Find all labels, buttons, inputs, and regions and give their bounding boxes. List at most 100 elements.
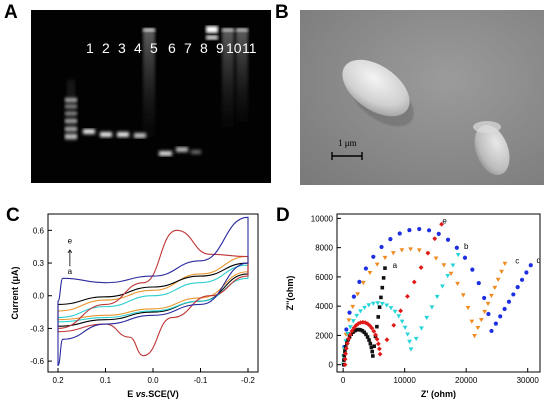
data-point-a	[383, 266, 387, 270]
data-point-e	[493, 321, 498, 326]
data-point-a	[379, 295, 383, 300]
data-point-e	[528, 263, 533, 268]
data-point-a	[347, 334, 352, 339]
data-point-c	[429, 305, 435, 310]
data-point-e	[454, 245, 459, 250]
x-tick-label: 30000	[517, 376, 540, 385]
data-point-c	[396, 314, 402, 319]
y-axis-title: Current (μA)	[10, 266, 20, 319]
lane-label: 2	[102, 40, 110, 56]
data-point-d	[499, 269, 504, 274]
x-tick-label: 0	[341, 376, 346, 385]
scale-bar	[331, 152, 363, 160]
y-axis-title: Z''(ohm)	[285, 276, 295, 311]
data-point-b	[358, 320, 364, 325]
data-point-c	[384, 303, 390, 308]
data-point-d	[433, 256, 439, 261]
bacterium-cell	[342, 59, 410, 117]
data-point-e	[445, 237, 451, 242]
y-tick-label: 10000	[311, 214, 334, 223]
data-point-e	[351, 294, 356, 299]
data-point-c	[370, 301, 376, 306]
data-point-c	[440, 284, 445, 289]
data-point-d	[408, 247, 413, 252]
data-point-a	[367, 338, 371, 342]
data-point-c	[345, 331, 351, 337]
data-point-a	[364, 332, 368, 337]
y-tick-label: -0.3	[30, 324, 44, 333]
data-point-d	[350, 304, 356, 310]
data-point-a	[372, 344, 376, 348]
data-point-c	[419, 326, 424, 331]
data-point-d	[346, 318, 352, 323]
data-point-d	[399, 248, 405, 253]
data-point-b	[384, 337, 390, 343]
data-point-c	[366, 303, 372, 308]
panel-letter-c: C	[6, 205, 20, 226]
scale-label: 1 μm	[338, 138, 357, 148]
lane-label: 6	[168, 40, 176, 56]
data-point-e	[502, 306, 507, 312]
data-point-e	[417, 226, 422, 232]
data-point-d	[495, 277, 501, 282]
data-point-d	[455, 281, 460, 287]
plot-frame	[336, 213, 541, 373]
data-point-b	[349, 328, 355, 334]
data-point-a	[365, 335, 370, 339]
y-tick-label: 8000	[315, 244, 333, 253]
data-point-b	[425, 250, 431, 256]
data-point-b	[376, 346, 382, 352]
data-point-e	[426, 228, 432, 233]
data-point-b	[411, 279, 417, 285]
y-tick-label: 0.3	[33, 259, 45, 268]
data-point-b	[343, 345, 349, 351]
data-point-e	[515, 285, 520, 290]
data-point-a	[381, 276, 386, 280]
x-tick-label: 0.1	[100, 376, 112, 385]
data-point-d	[448, 271, 454, 276]
data-point-e	[371, 254, 376, 259]
lane-label: 9	[216, 40, 224, 56]
data-point-d	[460, 293, 466, 298]
data-point-c	[388, 306, 394, 311]
lane-label: 3	[118, 40, 126, 56]
gel-image	[31, 10, 271, 183]
data-point-c	[402, 325, 408, 330]
sem-image: 1 μm	[300, 10, 544, 185]
data-point-c	[399, 319, 405, 324]
data-point-e	[519, 277, 525, 282]
data-point-a	[369, 345, 374, 350]
data-point-c	[392, 309, 398, 314]
data-point-b	[342, 362, 348, 368]
data-point-e	[506, 299, 512, 304]
data-point-a	[368, 341, 373, 346]
y-tick-label: 6000	[315, 273, 333, 282]
x-tick-label: 20000	[455, 376, 478, 385]
data-point-d	[374, 262, 380, 267]
data-point-b	[374, 336, 380, 342]
series-label-c: c	[515, 257, 519, 266]
data-point-c	[424, 315, 430, 321]
series-label-b: b	[464, 242, 469, 251]
x-axis-title: E vs.SCE(V)	[127, 389, 179, 399]
x-axis-title: Z' (ohm)	[421, 389, 456, 399]
data-point-c	[450, 263, 456, 268]
cv-curve	[57, 229, 249, 357]
data-point-c	[455, 252, 461, 258]
data-point-a	[371, 354, 375, 358]
data-point-a	[380, 285, 385, 290]
data-point-e	[357, 279, 362, 284]
data-point-d	[478, 317, 484, 323]
data-point-b	[342, 356, 348, 362]
x-tick-label: 10000	[394, 376, 417, 385]
data-point-d	[360, 280, 366, 286]
data-point-e	[397, 231, 402, 236]
data-point-a	[360, 329, 365, 333]
data-point-c	[362, 305, 367, 311]
annotation-a: a	[68, 267, 73, 276]
data-point-b	[345, 341, 350, 346]
data-point-b	[353, 323, 359, 328]
data-point-c	[434, 294, 440, 300]
data-point-e	[462, 255, 468, 260]
data-point-e	[436, 231, 441, 236]
